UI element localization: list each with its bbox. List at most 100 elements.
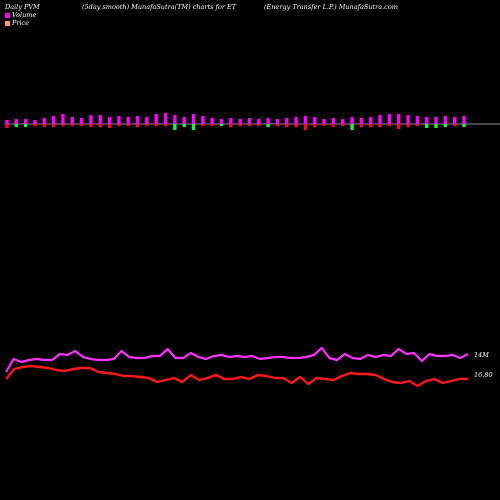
volume-bar-up: [294, 117, 298, 124]
volume-bar-up: [51, 116, 56, 124]
volume-bar-up: [359, 118, 364, 124]
volume-bar-up: [331, 118, 336, 124]
volume-bar-up: [154, 114, 158, 124]
volume-bar-down: [191, 124, 196, 130]
volume-bar-up: [285, 118, 289, 124]
volume-bar-down: [462, 124, 466, 127]
volume-bar-up: [266, 118, 270, 124]
volume-bar-up: [341, 119, 345, 124]
volume-bar-up: [89, 115, 93, 124]
volume-bar-down: [313, 124, 317, 127]
volume-bar-up: [61, 114, 65, 124]
volume-bar-down: [275, 124, 280, 126]
volume-bar-up: [462, 116, 466, 124]
volume-bar-up: [23, 119, 28, 124]
volume-bar-down: [201, 124, 205, 126]
volume-bar-down: [89, 124, 93, 127]
volume-bar-up: [257, 119, 261, 124]
legend-price-swatch: [5, 20, 10, 26]
volume-bar-up: [191, 114, 196, 124]
volume-bar-up: [163, 113, 168, 124]
volume-bar-down: [210, 124, 214, 126]
volume-bar-down: [70, 124, 74, 126]
volume-bar-down: [359, 124, 364, 127]
volume-bar-up: [424, 117, 429, 124]
volume-bar-up: [79, 118, 84, 124]
volume-bar-down: [341, 124, 345, 126]
volume-bar-up: [33, 120, 37, 124]
volume-bar-up: [98, 115, 102, 124]
volume-bar-down: [117, 124, 121, 126]
volume-bar-up: [415, 116, 420, 124]
volume-bar-down: [424, 124, 429, 128]
volume-bar-down: [61, 124, 65, 126]
legend-volume-swatch: [5, 12, 10, 18]
volume-bar-down: [247, 124, 252, 126]
volume-bar-down: [23, 124, 28, 127]
volume-bar-down: [154, 124, 158, 126]
volume-bar-down: [378, 124, 382, 127]
volume-bar-down: [452, 124, 457, 126]
volume-bar-down: [98, 124, 102, 127]
volume-end-label: 14M: [474, 351, 489, 359]
volume-bar-down: [173, 124, 177, 130]
volume-bar-down: [238, 124, 242, 126]
volume-bar-up: [117, 116, 121, 124]
legend-volume: Volume: [5, 11, 36, 19]
volume-bar-down: [303, 124, 308, 130]
volume-line: [5, 346, 469, 373]
volume-bar-up: [443, 116, 448, 124]
volume-bar-up: [42, 118, 47, 124]
volume-bar-up: [378, 115, 382, 124]
volume-bar-up: [397, 114, 401, 124]
volume-bar-down: [163, 124, 168, 126]
volume-bar-up: [70, 117, 74, 124]
volume-bar-down: [322, 124, 326, 126]
bar-series: [5, 113, 466, 130]
volume-bar-down: [443, 124, 448, 127]
volume-bar-down: [51, 124, 56, 127]
volume-bar-up: [145, 117, 149, 124]
volume-bar-down: [257, 124, 261, 126]
volume-bar-down: [33, 124, 37, 126]
volume-bar-up: [219, 119, 224, 124]
volume-bar-down: [42, 124, 47, 127]
volume-bar-up: [434, 117, 438, 124]
price-line: [5, 364, 468, 388]
volume-bar-down: [145, 124, 149, 126]
legend-price: Price: [5, 19, 29, 27]
volume-bar-up: [201, 116, 205, 124]
volume-bar-down: [135, 124, 140, 127]
volume-bar-down: [14, 124, 19, 127]
volume-bar-down: [285, 124, 289, 127]
volume-bar-down: [126, 124, 130, 126]
volume-bar-down: [5, 124, 9, 128]
legend-price-label: Price: [12, 19, 30, 27]
volume-bar-down: [387, 124, 392, 126]
volume-bar-down: [397, 124, 401, 129]
volume-bar-down: [294, 124, 298, 127]
volume-bar-up: [210, 118, 214, 124]
volume-bar-up: [229, 118, 233, 124]
volume-bar-up: [5, 120, 9, 124]
volume-bar-down: [266, 124, 270, 127]
volume-bar-up: [350, 117, 354, 124]
volume-bar-up: [173, 115, 177, 124]
volume-bar-up: [369, 117, 373, 124]
volume-bar-up: [313, 117, 317, 124]
volume-bar-down: [369, 124, 373, 127]
price-end-label: 16.80: [474, 371, 493, 379]
volume-bar-up: [275, 119, 280, 124]
volume-bar-up: [452, 117, 457, 124]
header-middle: (5day smooth) MunafaSutra(TM) charts for…: [82, 3, 237, 11]
legend-volume-label: Volume: [12, 11, 37, 19]
volume-bar-down: [434, 124, 438, 128]
volume-bar-up: [303, 116, 308, 124]
volume-bar-up: [406, 115, 410, 124]
volume-bar-down: [331, 124, 336, 127]
volume-bar-down: [182, 124, 186, 127]
volume-bar-down: [229, 124, 233, 127]
volume-bar-up: [135, 116, 140, 124]
volume-bar-up: [182, 117, 186, 124]
